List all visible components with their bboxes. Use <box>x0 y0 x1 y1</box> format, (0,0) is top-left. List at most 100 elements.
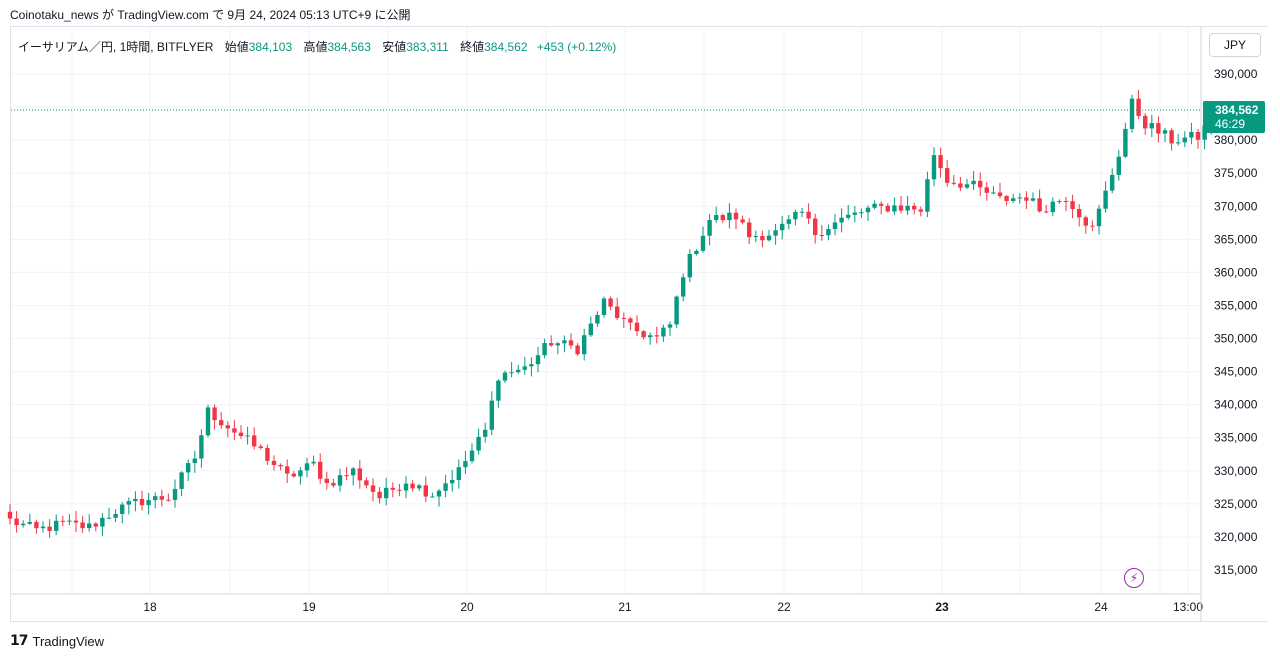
candle-body <box>159 496 164 500</box>
candle-body <box>997 192 1003 197</box>
candle-body <box>384 487 389 499</box>
y-tick-label: 360,000 <box>1214 265 1258 279</box>
published-info: Coinotaku_news が TradingView.com で 9月 24… <box>10 8 411 22</box>
y-tick-label: 380,000 <box>1214 133 1258 147</box>
candle-body <box>370 485 376 492</box>
high-value: 384,563 <box>327 40 371 54</box>
candle-body <box>337 475 343 486</box>
close-label: 終値 <box>460 40 485 54</box>
candle-body <box>872 203 877 208</box>
candle-body <box>1169 130 1174 144</box>
candle-body <box>819 235 824 237</box>
candle-body <box>621 317 626 319</box>
candle-body <box>1103 190 1108 209</box>
candle-body <box>1162 130 1168 134</box>
x-tick-label: 23 <box>935 600 949 614</box>
candle-body <box>245 435 250 437</box>
candle-body <box>232 428 237 433</box>
currency-button[interactable]: JPY <box>1209 33 1261 57</box>
candle-body <box>634 322 640 332</box>
candle-body <box>120 504 125 514</box>
candle-body <box>67 520 72 522</box>
y-tick-label: 370,000 <box>1214 199 1258 213</box>
candle-body <box>450 479 455 484</box>
candle-body <box>186 463 191 473</box>
candle-body <box>958 183 963 188</box>
candle-body <box>733 212 739 220</box>
y-tick-label: 350,000 <box>1214 332 1258 346</box>
candle-body <box>304 463 310 471</box>
candle-body <box>773 230 778 236</box>
candle-body <box>925 179 930 212</box>
candle-body <box>575 345 580 355</box>
candle-body <box>436 490 442 497</box>
candle-body <box>654 335 659 337</box>
candle-body <box>971 180 976 185</box>
candle-body <box>54 520 59 531</box>
candle-body <box>628 318 633 323</box>
candle-body <box>34 521 39 529</box>
candle-body <box>357 468 362 481</box>
candle-body <box>1057 200 1062 202</box>
candle-body <box>1176 142 1181 144</box>
candle-body <box>912 205 917 210</box>
candle-body <box>555 343 560 346</box>
candle-body <box>813 218 818 236</box>
candle-body <box>641 331 646 338</box>
candle-body <box>1143 115 1148 129</box>
candle-body <box>608 298 613 307</box>
candle-body <box>1044 211 1049 213</box>
candle-body <box>991 192 996 194</box>
candle-body <box>674 296 679 325</box>
candle-body <box>1050 201 1055 213</box>
candle-body <box>1024 197 1029 201</box>
candle-body <box>720 215 725 221</box>
tradingview-logo-icon: 17 <box>10 633 29 649</box>
candle-body <box>522 366 527 370</box>
candle-body <box>456 467 461 480</box>
candle-body <box>225 425 230 429</box>
candle-body <box>562 340 567 344</box>
candle-body <box>205 407 211 436</box>
symbol-label: イーサリアム／円, 1時間, BITFLYER <box>18 40 214 54</box>
candle-body <box>667 324 673 328</box>
candle-body <box>549 343 554 346</box>
candle-body <box>390 487 395 490</box>
candle-body <box>476 436 481 451</box>
candle-body <box>879 203 884 206</box>
candle-body <box>568 340 574 346</box>
lightning-icon[interactable]: ⚡ <box>1124 568 1144 588</box>
candle-body <box>252 435 257 447</box>
chart-frame[interactable] <box>10 26 1268 622</box>
x-tick-label: 18 <box>143 600 157 614</box>
y-tick-label: 390,000 <box>1214 67 1258 81</box>
footer-brand[interactable]: 17 TradingView <box>10 633 104 649</box>
candle-body <box>80 522 85 529</box>
candle-body <box>60 520 65 522</box>
candle-body <box>430 496 435 498</box>
candle-body <box>146 500 151 506</box>
y-tick-label: 325,000 <box>1214 497 1258 511</box>
candle-body <box>364 480 369 486</box>
candle-body <box>179 472 184 489</box>
candle-body <box>826 229 831 236</box>
candle-body <box>311 461 316 464</box>
candle-body <box>14 518 19 526</box>
candle-body <box>133 498 138 502</box>
candle-body <box>601 298 607 315</box>
candle-body <box>727 212 732 221</box>
candle-body <box>199 435 204 459</box>
candle-body <box>931 155 937 180</box>
candle-body <box>1004 196 1009 201</box>
candle-body <box>502 372 508 381</box>
y-tick-label: 335,000 <box>1214 431 1258 445</box>
candle-body <box>397 489 402 491</box>
candle-body <box>1090 225 1095 227</box>
y-tick-label: 345,000 <box>1214 365 1258 379</box>
candle-body <box>7 511 13 519</box>
candle-body <box>93 523 98 527</box>
candle-body <box>714 215 719 221</box>
candle-body <box>964 184 970 188</box>
candle-body <box>1063 200 1069 202</box>
